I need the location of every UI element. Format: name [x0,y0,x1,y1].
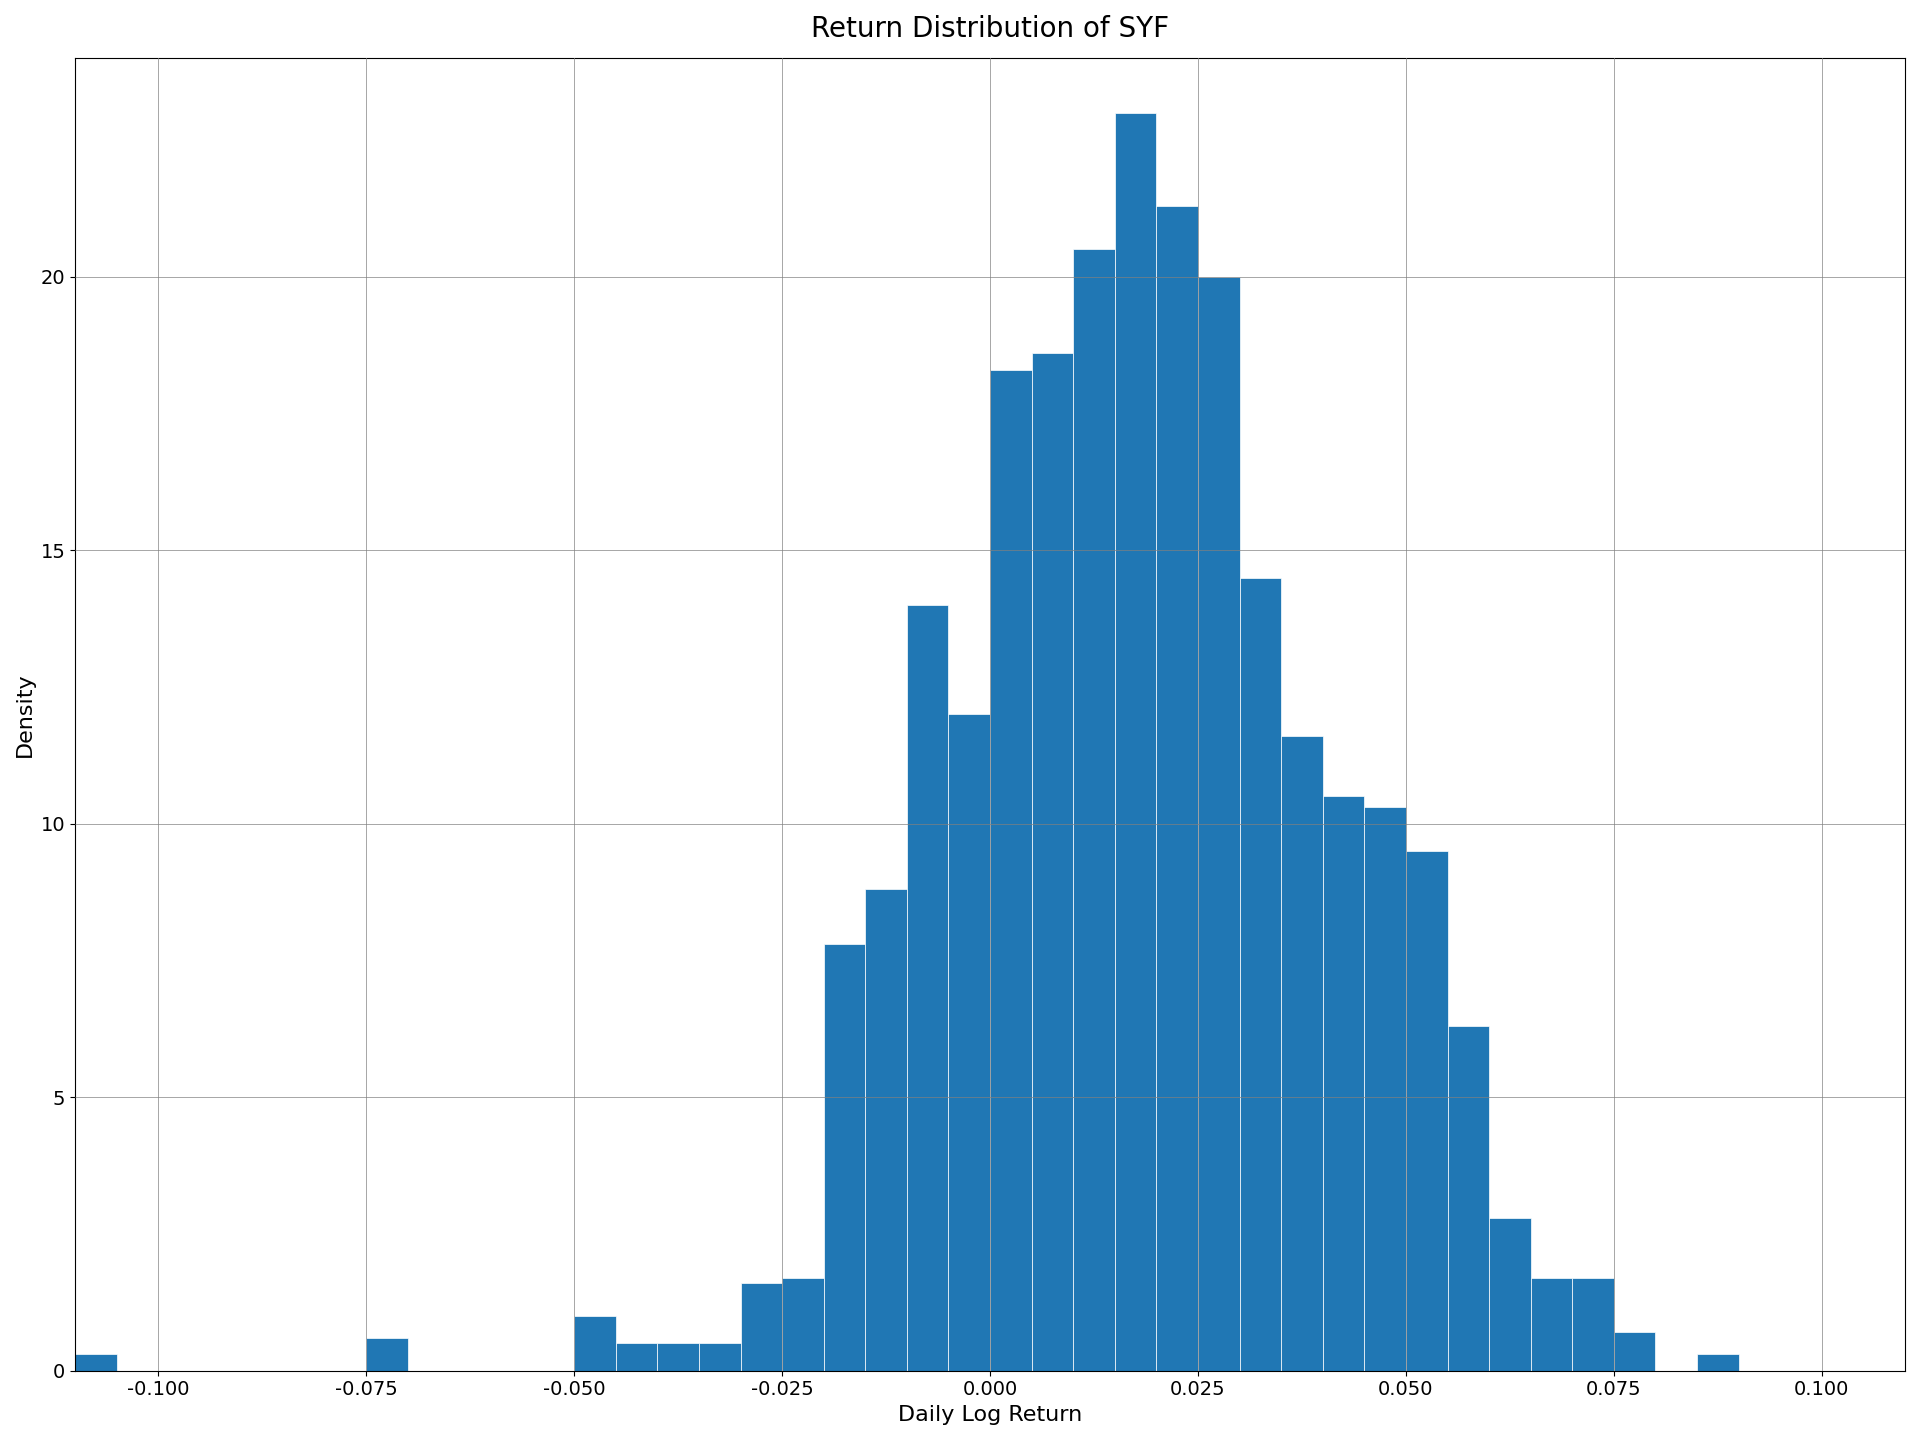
Bar [781,1277,824,1371]
X-axis label: Daily Log Return: Daily Log Return [899,1405,1083,1426]
Bar [616,1344,657,1371]
Y-axis label: Density: Density [15,672,35,756]
Bar [1448,1027,1490,1371]
Bar [741,1283,781,1371]
Bar [866,890,906,1371]
Bar [1572,1277,1615,1371]
Bar [75,1354,117,1371]
Bar [1365,808,1405,1371]
Bar [1281,736,1323,1371]
Bar [824,945,866,1371]
Bar [1697,1354,1740,1371]
Bar [1116,112,1156,1371]
Bar [1031,353,1073,1371]
Bar [699,1344,741,1371]
Bar [574,1316,616,1371]
Bar [1323,796,1365,1371]
Bar [948,714,991,1371]
Bar [1156,206,1198,1371]
Bar [1198,276,1240,1371]
Bar [1405,851,1448,1371]
Title: Return Distribution of SYF: Return Distribution of SYF [810,14,1169,43]
Bar [1615,1332,1655,1371]
Bar [991,370,1031,1371]
Bar [1240,577,1281,1371]
Bar [367,1338,407,1371]
Bar [1073,249,1116,1371]
Bar [1530,1277,1572,1371]
Bar [1490,1218,1530,1371]
Bar [906,605,948,1371]
Bar [657,1344,699,1371]
